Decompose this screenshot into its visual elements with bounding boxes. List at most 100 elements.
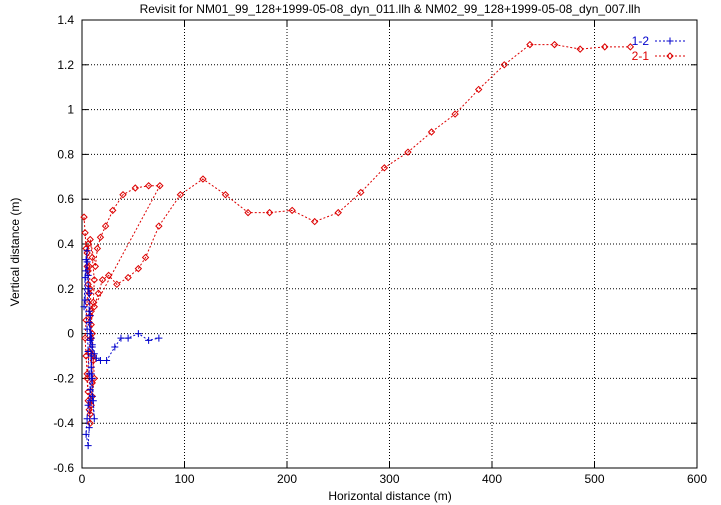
x-tick-label: 300 [379, 472, 399, 486]
data-point [134, 264, 143, 273]
data-point [80, 213, 88, 221]
data-point [86, 386, 94, 394]
data-point [199, 175, 207, 183]
data-point [427, 128, 436, 136]
y-tick-label: 0.2 [57, 282, 74, 296]
data-point [221, 191, 230, 199]
data-point [85, 289, 93, 297]
data-point [134, 330, 142, 338]
legend-label: 2-1 [632, 49, 650, 63]
data-point [84, 285, 92, 293]
series-line [83, 250, 160, 446]
data-point [117, 334, 125, 342]
x-tick-label: 100 [174, 472, 194, 486]
data-point [145, 336, 153, 344]
data-point [96, 356, 104, 364]
data-point [176, 191, 185, 199]
data-point [451, 110, 459, 118]
data-point [141, 253, 150, 262]
data-point [155, 222, 163, 230]
data-point [91, 262, 100, 271]
y-tick-label: -0.6 [53, 461, 74, 475]
x-tick-label: 200 [277, 472, 297, 486]
y-tick-label: 0.6 [57, 192, 74, 206]
y-tick-label: 0.4 [57, 237, 74, 251]
data-point [666, 52, 674, 60]
data-point [474, 85, 483, 94]
data-point [124, 273, 132, 282]
data-point [334, 208, 342, 217]
data-point [93, 244, 102, 253]
data-point [86, 330, 94, 338]
data-point [87, 334, 95, 342]
data-point [550, 40, 559, 49]
y-tick-label: 0.8 [57, 147, 74, 161]
data-point [98, 276, 107, 284]
data-point [357, 188, 365, 197]
data-point [94, 289, 103, 297]
data-point [88, 392, 96, 400]
data-point [288, 206, 296, 215]
grid [82, 20, 697, 468]
data-point [82, 316, 90, 324]
data-point [310, 217, 319, 226]
data-point [124, 334, 132, 342]
data-point [80, 303, 88, 311]
data-point [119, 191, 127, 199]
y-tick-label: 1.4 [57, 13, 74, 27]
data-point [103, 356, 111, 364]
data-point [83, 415, 91, 423]
data-point [88, 343, 96, 351]
data-point [85, 307, 93, 315]
x-tick-label: 500 [584, 472, 604, 486]
series-2-1 [80, 40, 635, 427]
data-point [87, 363, 95, 371]
data-point [86, 235, 94, 244]
data-point [82, 267, 90, 275]
y-tick-label: 0 [67, 327, 74, 341]
data-point [84, 271, 92, 279]
data-point [83, 258, 91, 266]
x-axis-title: Horizontal distance (m) [328, 489, 451, 503]
data-point [500, 61, 509, 69]
data-point [265, 208, 274, 217]
data-point [576, 45, 584, 53]
data-point [83, 247, 91, 255]
data-point [96, 233, 105, 241]
data-point [84, 348, 92, 356]
y-tick-label: -0.2 [53, 371, 74, 385]
data-point [666, 37, 674, 45]
legend: 1-22-1 [632, 34, 685, 63]
data-point [111, 343, 119, 351]
data-point [88, 374, 96, 382]
x-tick-label: 0 [79, 472, 86, 486]
data-point [626, 43, 635, 51]
data-point [90, 350, 98, 358]
y-tick-label: 1 [67, 103, 74, 117]
data-point [113, 280, 121, 289]
data-point [86, 419, 94, 427]
data-point [85, 318, 93, 326]
data-point [109, 206, 117, 215]
data-point [526, 40, 534, 49]
data-point [81, 229, 89, 237]
x-tick-label: 600 [687, 472, 707, 486]
data-point [84, 442, 92, 450]
data-point [90, 276, 99, 284]
series-line [83, 44, 631, 424]
data-point [156, 182, 164, 190]
chart-title: Revisit for NM01_99_128+1999-05-08_dyn_0… [140, 2, 641, 16]
y-tick-label: 1.2 [57, 58, 74, 72]
y-tick-label: -0.4 [53, 416, 74, 430]
data-point [404, 148, 412, 156]
data-point [82, 430, 90, 438]
data-point [92, 354, 100, 362]
series-layer [80, 40, 635, 450]
series-1-2 [80, 247, 163, 450]
legend-label: 1-2 [632, 34, 650, 48]
data-point [86, 312, 94, 320]
data-point [90, 303, 99, 311]
y-axis-title: Vertical distance (m) [8, 198, 22, 307]
x-axis: 0 100 200 300 400 500 600 [79, 20, 707, 486]
